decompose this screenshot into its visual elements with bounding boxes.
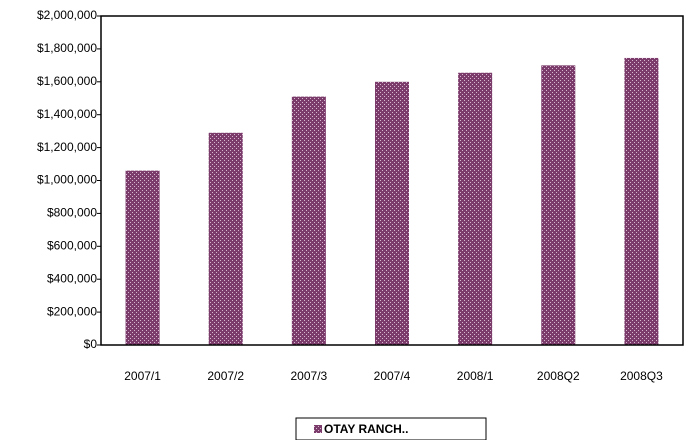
legend-box [295,417,487,440]
y-tick-label: $1,800,000 [37,41,97,55]
bar [458,72,493,345]
y-tick-label: $2,000,000 [37,8,97,22]
y-tick-label: $1,400,000 [37,107,97,121]
bar [624,57,659,345]
x-tick-label: 2008Q3 [620,369,663,383]
plot-frame [100,15,684,346]
x-tick-label: 2008Q2 [537,369,580,383]
y-tick-label: $1,200,000 [37,140,97,154]
x-tick-label: 2007/2 [207,369,244,383]
x-tick-label: 2007/3 [291,369,328,383]
x-tick-label: 2007/1 [124,369,161,383]
y-tick-label: $1,000,000 [37,173,97,187]
y-tick-label: $200,000 [47,304,97,318]
bar [375,81,409,346]
legend-swatch [314,425,322,433]
y-tick-label: $600,000 [47,238,97,252]
bar [541,65,576,345]
y-tick-label: $400,000 [47,271,97,285]
legend-label: OTAY RANCH.. [324,422,408,436]
bar [125,170,160,345]
bar [208,132,243,345]
y-tick-label: $1,600,000 [37,74,97,88]
bar [291,96,326,345]
x-tick-label: 2007/4 [374,369,411,383]
x-tick-label: 2008/1 [457,369,494,383]
y-tick-label: $0 [84,337,98,351]
y-tick-label: $800,000 [47,206,97,220]
